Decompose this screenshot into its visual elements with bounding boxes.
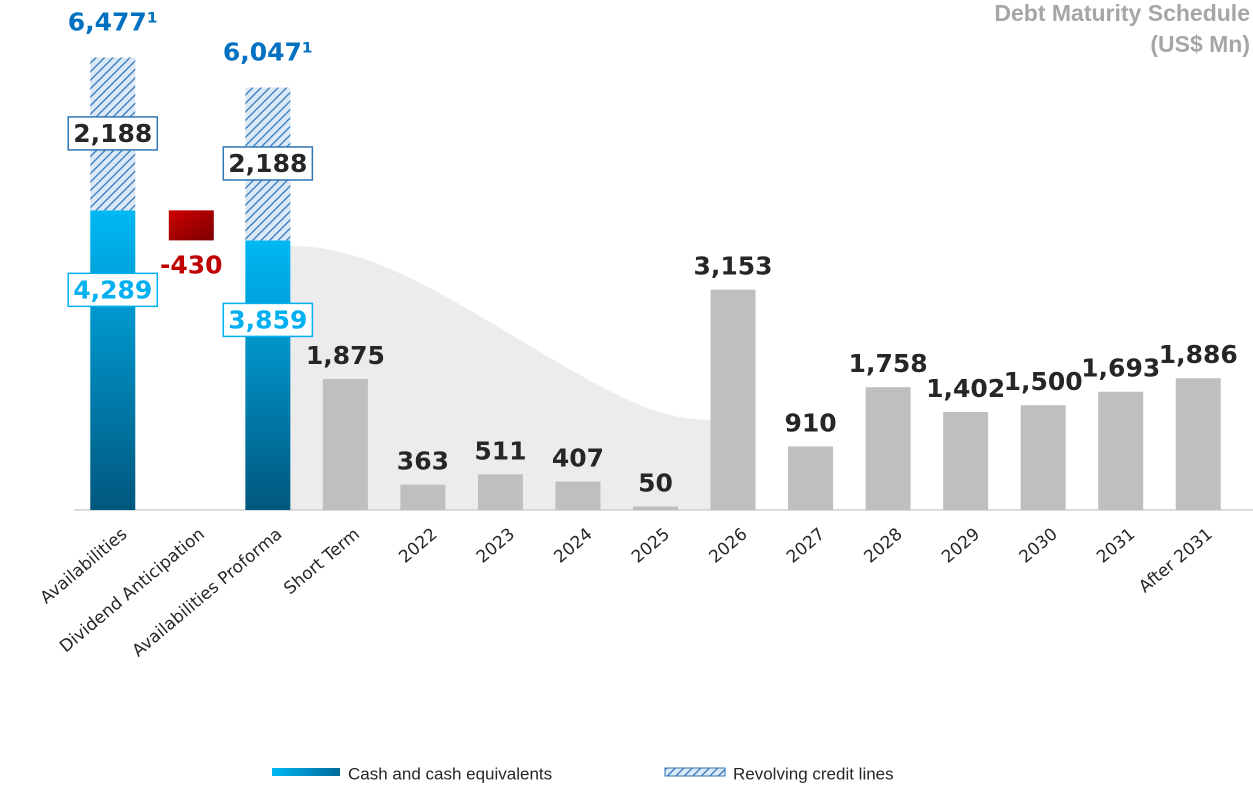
bar [1175,378,1221,510]
data-label: 1,693 [1081,354,1160,383]
bar [633,506,678,510]
x-tick-label: 2024 [550,524,596,567]
x-tick-label: 2025 [628,524,674,567]
x-tick-label: 2027 [783,524,829,567]
data-label: -430 [160,250,223,279]
x-tick-label: Short Term [280,524,364,599]
bar-segment [245,240,291,511]
x-tick-label: 2030 [1016,524,1062,567]
x-tick-label: 2029 [938,524,984,567]
x-tick-label: 2026 [705,524,751,567]
data-label: 1,500 [1004,367,1083,396]
bar [943,412,989,510]
legend-swatch [272,768,340,776]
data-label: 363 [397,447,449,476]
legend-label: Cash and cash equivalents [348,764,552,783]
bar [1020,405,1066,510]
bar [555,481,601,510]
data-label: 50 [638,469,673,498]
label-box [67,272,159,308]
legend-swatch [664,767,726,777]
label-box [222,146,314,181]
x-tick-label: 2028 [861,524,907,567]
bar [710,289,756,510]
background-shape [290,246,712,510]
data-label: 511 [474,436,526,465]
bar [865,387,911,510]
chart-title: Debt Maturity Schedule [994,0,1250,26]
data-label: 1,402 [926,374,1005,403]
label-box [67,116,159,151]
bar [400,484,446,510]
total-label: 6,047¹ [223,38,313,67]
x-tick-label: After 2031 [1135,524,1216,597]
data-label: 2,188 [228,149,307,178]
legend-label: Revolving credit lines [733,764,894,783]
x-tick-label: Dividend Anticipation [56,524,209,657]
chart-subtitle: (US$ Mn) [1150,31,1250,57]
x-tick-label: 2022 [395,524,441,567]
data-label: 3,153 [693,252,772,281]
bar [168,210,214,241]
bar-segment [90,210,136,510]
data-label: 3,859 [228,305,307,334]
bar [788,446,834,510]
x-tick-label: 2031 [1093,524,1139,567]
data-label: 910 [784,408,836,437]
x-tick-label: 2023 [473,524,519,567]
bar [322,379,368,510]
bar [1098,391,1144,510]
data-label: 407 [552,444,604,473]
label-box [222,302,314,338]
total-label: 6,477¹ [68,7,158,36]
x-tick-label: Availabilities Proforma [129,524,287,661]
bar [477,474,523,510]
data-label: 1,875 [306,341,385,370]
data-label: 4,289 [73,275,152,304]
data-label: 1,886 [1159,340,1238,369]
data-label: 2,188 [73,119,152,148]
data-label: 1,758 [849,349,928,378]
